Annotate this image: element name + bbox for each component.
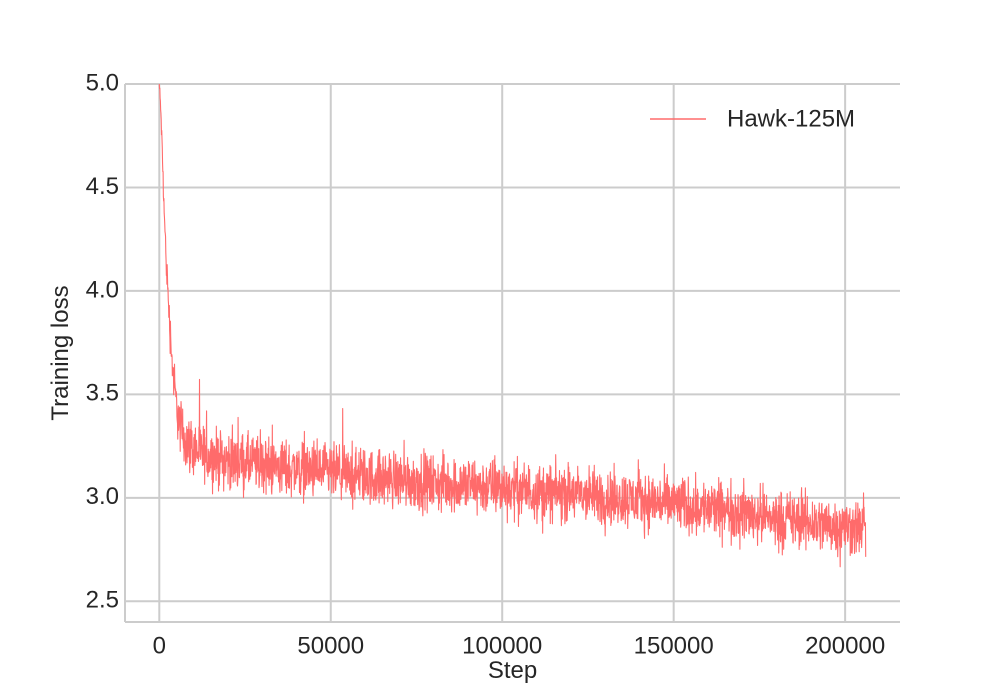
y-axis-label: Training loss [47, 285, 74, 420]
x-axis-label: Step [488, 657, 537, 684]
x-tick-labels: 0 50000 100000 150000 200000 [153, 632, 886, 659]
x-tick-label: 100000 [462, 632, 542, 659]
x-tick-label: 200000 [805, 632, 885, 659]
y-tick-label: 3.0 [86, 483, 119, 510]
x-tick-label: 0 [153, 632, 166, 659]
y-tick-label: 2.5 [86, 587, 119, 614]
x-tick-label: 50000 [297, 632, 364, 659]
y-tick-label: 4.5 [86, 173, 119, 200]
series-layer [158, 83, 867, 568]
y-tick-label: 5.0 [86, 69, 119, 96]
y-tick-label: 3.5 [86, 380, 119, 407]
legend-label-hawk-125m: Hawk-125M [727, 105, 855, 132]
y-gridlines [125, 83, 900, 603]
x-gridlines [158, 84, 847, 622]
y-tick-labels: 2.5 3.0 3.5 4.0 4.5 5.0 [86, 69, 119, 613]
y-tick-label: 4.0 [86, 276, 119, 303]
legend: Hawk-125M [650, 105, 855, 132]
x-tick-label: 150000 [634, 632, 714, 659]
axis-frame [124, 84, 900, 623]
series-line-hawk-125m [158, 83, 867, 568]
